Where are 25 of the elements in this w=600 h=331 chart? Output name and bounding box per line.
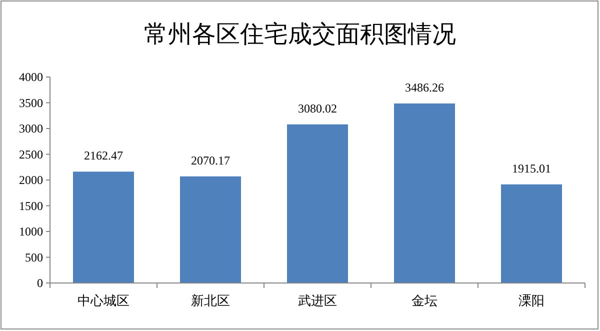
x-tick-label: 中心城区 xyxy=(78,293,130,308)
data-label: 3486.26 xyxy=(405,80,444,94)
data-label: 3080.02 xyxy=(298,101,337,116)
bar xyxy=(501,184,562,283)
y-tick-label: 0 xyxy=(37,276,43,290)
y-tick-label: 3000 xyxy=(19,122,43,136)
x-tick-label: 金坛 xyxy=(412,293,438,308)
x-tick-label: 新北区 xyxy=(191,293,230,308)
x-tick-label: 武进区 xyxy=(298,293,337,308)
y-tick-label: 1500 xyxy=(19,198,43,213)
data-label: 2070.17 xyxy=(191,153,230,168)
bar xyxy=(287,124,348,283)
y-tick-label: 500 xyxy=(25,250,43,264)
bar xyxy=(180,176,241,283)
y-tick-label: 2500 xyxy=(19,147,43,162)
y-tick-label: 2000 xyxy=(19,173,43,187)
data-label: 2162.47 xyxy=(84,148,123,163)
bar xyxy=(73,172,134,283)
y-tick-label: 4000 xyxy=(19,70,43,84)
y-tick-label: 1000 xyxy=(19,224,43,238)
chart-title: 常州各区住宅成交面积图情况 xyxy=(144,21,456,48)
y-tick-label: 3500 xyxy=(19,96,43,110)
x-tick-label: 溧阳 xyxy=(518,293,544,308)
bar xyxy=(394,103,455,283)
data-label: 1915.01 xyxy=(512,161,551,176)
